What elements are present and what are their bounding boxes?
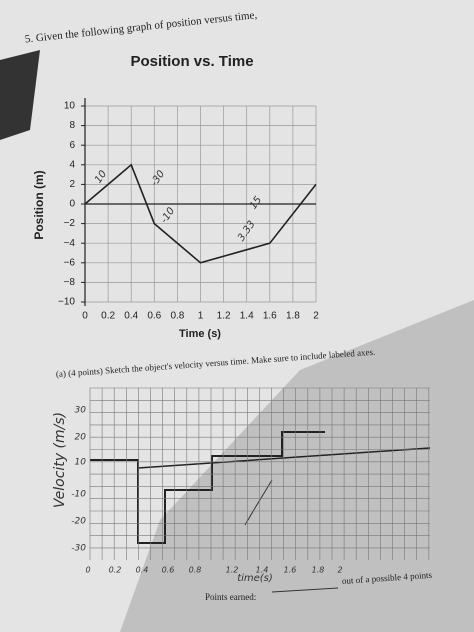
blank bbox=[271, 587, 339, 593]
sketch-y-tick: 30 bbox=[75, 406, 87, 416]
sketch-y-tick: 20 bbox=[75, 433, 87, 443]
sketch-y-label: Velocity (m/s) bbox=[52, 412, 68, 508]
y-tick-label: 2 bbox=[69, 179, 75, 190]
sketch-x-tick: 0.6 bbox=[162, 566, 175, 575]
sketch-velocity bbox=[90, 431, 325, 544]
x-tick-label: 2 bbox=[313, 311, 319, 322]
sketch-x-tick: 0.8 bbox=[189, 566, 202, 575]
sketch-x-tick: 1.4 bbox=[256, 566, 269, 575]
sketch-x-tick: 2 bbox=[337, 566, 342, 575]
sketch-y-tick: -20 bbox=[71, 517, 86, 527]
chart-title: Position vs. Time bbox=[130, 53, 253, 70]
y-tick-label: 0 bbox=[69, 199, 75, 210]
x-tick-label: 0.8 bbox=[170, 311, 184, 322]
y-tick-label: 6 bbox=[69, 140, 75, 151]
shadow bbox=[0, 50, 40, 140]
y-tick-label: −8 bbox=[64, 277, 76, 288]
x-tick-label: 0.4 bbox=[124, 311, 138, 322]
sketch-x-tick: 0 bbox=[85, 566, 90, 575]
y-tick-label: 8 bbox=[69, 120, 75, 131]
sketch-x-label: time(s) bbox=[237, 573, 273, 584]
sketch-y-tick: -10 bbox=[71, 490, 86, 500]
x-tick-label: 0.2 bbox=[101, 311, 115, 322]
y-tick-label: −2 bbox=[64, 218, 76, 229]
sketch-y-tick: -30 bbox=[71, 544, 86, 554]
y-tick-label: −4 bbox=[64, 238, 76, 249]
x-tick-label: 1.2 bbox=[217, 311, 231, 322]
x-tick-label: 1.6 bbox=[263, 311, 277, 322]
y-tick-label: 10 bbox=[64, 101, 76, 112]
x-tick-label: 0.6 bbox=[147, 311, 161, 322]
sketch-x-tick: 1.8 bbox=[312, 566, 325, 575]
x-tick-label: 1 bbox=[198, 311, 204, 322]
check-mark bbox=[244, 479, 273, 526]
y-tick-label: −6 bbox=[64, 257, 76, 268]
y-axis-label: Position (m) bbox=[32, 170, 46, 239]
sketch-x-tick: 0.4 bbox=[136, 566, 149, 575]
points-earned: Points earned: bbox=[205, 592, 256, 602]
sketch-y-tick: 10 bbox=[75, 458, 87, 468]
y-tick-label: −10 bbox=[58, 297, 75, 308]
shadow bbox=[120, 300, 474, 632]
x-axis-label: Time (s) bbox=[179, 328, 221, 340]
x-tick-label: 0 bbox=[82, 311, 88, 322]
y-tick-label: 4 bbox=[69, 159, 75, 170]
position-line bbox=[84, 163, 317, 264]
x-tick-label: 1.8 bbox=[286, 311, 300, 322]
sketch-x-tick: 1.2 bbox=[226, 566, 239, 575]
sketch-x-tick: 1.6 bbox=[284, 566, 297, 575]
x-tick-label: 1.4 bbox=[240, 311, 254, 322]
sketch-x-tick: 0.2 bbox=[109, 566, 122, 575]
